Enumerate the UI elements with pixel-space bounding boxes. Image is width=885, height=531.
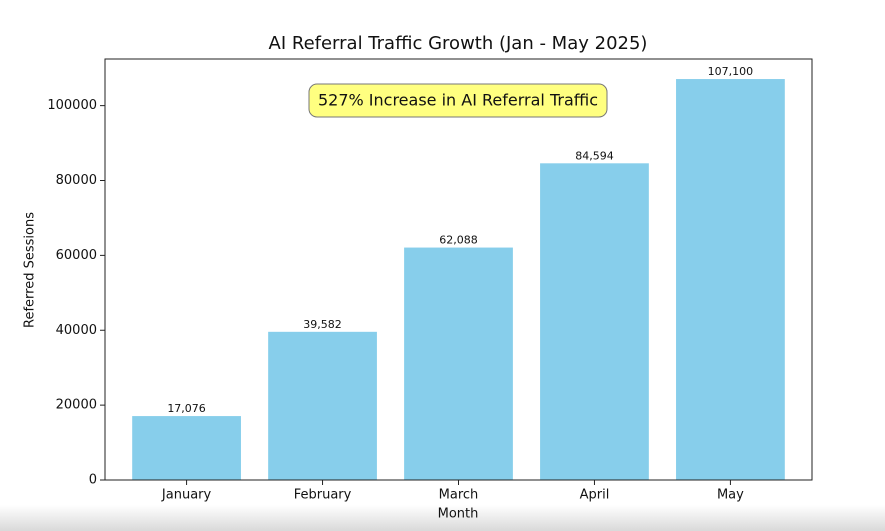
y-axis-label: Referred Sessions [23, 212, 38, 328]
annotation: 527% Increase in AI Referral Traffic [318, 91, 598, 110]
x-tick-label: March [439, 488, 479, 503]
x-axis-label: Month [438, 507, 479, 522]
y-tick-label: 0 [89, 473, 97, 488]
annotation-box [308, 83, 608, 118]
chart-title: AI Referral Traffic Growth (Jan - May 20… [269, 33, 648, 54]
plot-area: 0 20000 40000 60000 80000 100000 January 17,076… [47, 65, 785, 503]
bar [132, 416, 241, 480]
value-label: 84,594 [575, 149, 614, 162]
x-tick-label: April [580, 488, 610, 503]
bar [404, 247, 513, 480]
bar [268, 331, 377, 480]
value-label: 62,088 [439, 234, 478, 247]
x-tick-label: February [294, 488, 352, 503]
plot-frame [104, 58, 813, 481]
y-tick-label: 60000 [56, 248, 97, 263]
x-tick-label: January [161, 488, 212, 503]
bottom-shade [0, 505, 885, 531]
value-label: 17,076 [167, 402, 206, 415]
bar [540, 163, 649, 480]
value-label: 107,100 [708, 65, 754, 78]
y-tick-label: 80000 [56, 173, 97, 188]
y-tick-label: 100000 [47, 98, 97, 113]
y-tick-label: 40000 [56, 323, 97, 338]
x-tick-label: May [717, 488, 744, 503]
bar [676, 79, 785, 481]
value-label: 39,582 [303, 318, 342, 331]
y-tick-label: 20000 [56, 398, 97, 413]
